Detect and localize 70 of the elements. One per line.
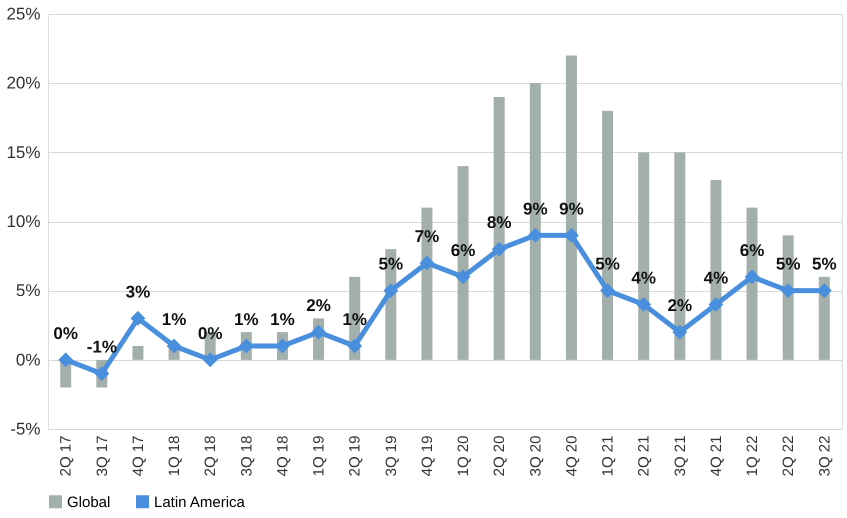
x-tick-label: 4Q 17 xyxy=(130,436,147,476)
point xyxy=(456,269,470,284)
x-tick-label: 2Q 17 xyxy=(58,436,75,476)
data-label: 5% xyxy=(595,254,620,274)
x-tick-label: 1Q 18 xyxy=(166,436,184,476)
point xyxy=(492,242,507,257)
x-tick-label: 2Q 20 xyxy=(491,436,508,476)
y-tick-label: 15% xyxy=(6,142,40,162)
data-label: 4% xyxy=(631,268,656,288)
y-tick-label: 5% xyxy=(16,281,40,300)
data-label: 4% xyxy=(704,268,728,288)
data-label: 1% xyxy=(234,310,259,329)
y-tick-label: -5% xyxy=(10,420,40,438)
legend-label: Latin America xyxy=(154,494,246,511)
x-tick-label: 3Q 18 xyxy=(238,436,256,476)
x-tick-label: 1Q 19 xyxy=(310,436,328,476)
data-label: 9% xyxy=(523,199,548,218)
point xyxy=(347,338,362,354)
y-tick-label: 25% xyxy=(6,4,40,24)
data-label: 1% xyxy=(162,310,186,329)
data-label: 1% xyxy=(270,310,295,329)
y-tick-label: 20% xyxy=(6,74,40,93)
x-tick-label: 4Q 18 xyxy=(274,436,292,476)
data-label: 6% xyxy=(740,240,764,260)
point xyxy=(636,297,652,312)
point xyxy=(311,324,326,340)
data-label: -1% xyxy=(86,338,117,357)
y-tick-label: 0% xyxy=(16,350,40,370)
data-label: 7% xyxy=(414,227,440,246)
point xyxy=(600,283,615,298)
x-tick-label: 4Q 19 xyxy=(418,436,436,476)
point xyxy=(744,269,760,284)
x-tick-label: 4Q 20 xyxy=(563,436,580,476)
point xyxy=(130,310,146,326)
point xyxy=(420,256,434,270)
data-label: 3% xyxy=(126,282,150,302)
x-tick-label: 1Q 20 xyxy=(455,436,472,476)
x-tick-label: 2Q 21 xyxy=(636,436,653,476)
point xyxy=(672,324,688,340)
data-label: 2% xyxy=(668,296,692,316)
x-tick-label: 1Q 22 xyxy=(744,436,762,476)
point xyxy=(202,352,218,368)
x-tick-label: 3Q 20 xyxy=(527,436,544,476)
data-label: 0% xyxy=(53,324,78,343)
x-tick-label: 2Q 22 xyxy=(780,436,798,476)
data-label: 0% xyxy=(198,324,222,343)
bar xyxy=(132,346,144,360)
point xyxy=(383,283,398,298)
data-label: 2% xyxy=(306,296,331,316)
x-tick-label: 2Q 18 xyxy=(202,436,220,476)
x-tick-label: 2Q 19 xyxy=(346,436,364,476)
y-tick-label: 10% xyxy=(6,212,40,231)
data-label: 8% xyxy=(486,213,512,232)
legend-label: Global xyxy=(67,494,110,511)
data-label: 1% xyxy=(342,310,367,329)
data-label: 5% xyxy=(378,254,404,274)
point xyxy=(94,366,110,382)
point xyxy=(166,338,182,354)
data-label: 5% xyxy=(812,254,837,274)
point xyxy=(58,352,74,368)
data-label: 9% xyxy=(559,199,584,218)
x-tick-label: 3Q 21 xyxy=(672,436,689,476)
data-label: 6% xyxy=(450,240,476,260)
x-tick-label: 3Q 17 xyxy=(94,436,111,476)
point xyxy=(708,297,724,312)
x-tick-label: 3Q 19 xyxy=(382,436,400,476)
x-tick-label: 3Q 22 xyxy=(816,436,834,476)
x-tick-label: 1Q 21 xyxy=(600,436,617,476)
data-label: 5% xyxy=(776,254,800,274)
x-tick-label: 4Q 21 xyxy=(708,436,725,476)
